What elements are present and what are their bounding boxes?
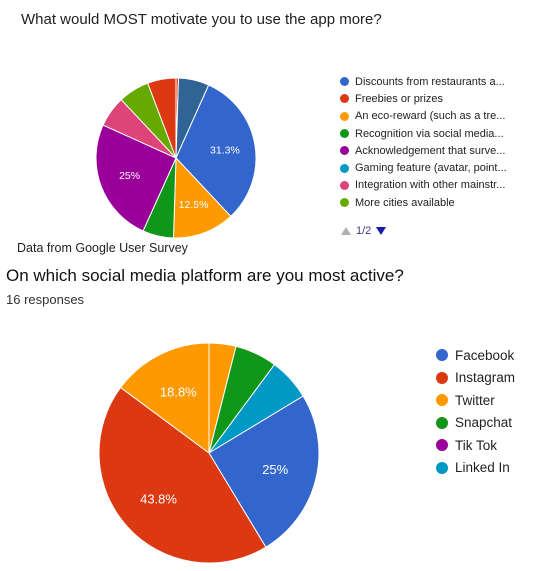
chart1-legend-item[interactable]: Acknowledgement that surve... [340,142,507,159]
chart1-caption: Data from Google User Survey [17,241,188,255]
legend-label: Facebook [455,347,515,363]
chart1-slice[interactable] [95,124,177,232]
legend-swatch-icon [340,77,349,87]
chart1-legend-item[interactable]: Integration with other mainstr... [340,177,507,194]
chart1-pie: 31.3% 12.5% 25% [95,77,257,239]
chart2-data-label: 43.8% [140,491,177,506]
legend-swatch-icon [340,146,349,156]
page-down-icon[interactable] [376,227,387,235]
chart2-pie: 25% 43.8% 18.8% [98,342,320,564]
legend-swatch-icon [340,163,349,173]
chart1-legend-item[interactable]: Recognition via social media... [340,125,507,142]
legend-swatch-icon [436,439,448,452]
legend-pager: 1/2 [341,225,387,237]
legend-swatch-icon [340,94,349,104]
legend-label: Snapchat [455,415,513,431]
chart1-legend: Discounts from restaurants a... Freebies… [340,73,507,211]
legend-label: Acknowledgement that surve... [355,144,506,157]
legend-swatch-icon [436,461,448,474]
page-up-icon[interactable] [341,227,351,235]
chart2-data-label: 18.8% [160,385,197,400]
chart2-subtitle: 16 responses [6,292,85,307]
legend-label: Gaming feature (avatar, point... [355,162,507,175]
legend-label: Integration with other mainstr... [355,179,506,192]
chart2-slice[interactable] [208,395,320,548]
chart1-data-label: 31.3% [210,144,240,156]
legend-label: More cities available [355,196,455,209]
legend-swatch-icon [436,349,448,362]
chart1-legend-item[interactable]: More cities available [340,194,507,211]
chart1-slice[interactable] [172,156,232,239]
legend-swatch-icon [340,111,349,121]
chart1-title: What would MOST motivate you to use the … [21,11,382,28]
legend-label: Instagram [455,370,516,386]
chart1-data-label: 12.5% [179,199,209,211]
legend-swatch-icon [436,371,448,384]
chart1-legend-item[interactable]: An eco-reward (such as a tre... [340,108,507,125]
chart2-legend-item[interactable]: Snapchat [436,412,515,435]
legend-label: Freebies or prizes [355,92,444,105]
legend-swatch-icon [436,394,448,407]
chart2-slice[interactable] [119,342,210,454]
legend-label: Tik Tok [455,437,498,453]
pager-text: 1/2 [356,225,372,237]
chart2-legend-item[interactable]: Facebook [436,344,515,367]
chart2-title: On which social media platform are you m… [6,266,404,285]
chart2-legend-item[interactable]: Twitter [436,389,515,412]
legend-label: An eco-reward (such as a tre... [355,110,506,123]
chart2-slice[interactable] [98,386,267,564]
chart1-slice[interactable] [147,77,177,159]
chart1-legend-item[interactable]: Discounts from restaurants a... [340,73,507,90]
chart2-legend-item[interactable]: Linked In [436,457,515,480]
chart2-data-label: 25% [262,462,288,477]
legend-label: Recognition via social media... [355,127,504,140]
legend-swatch-icon [340,180,349,190]
chart2-legend: Facebook Instagram Twitter Snapchat Tik … [436,344,515,479]
legend-label: Twitter [455,392,495,408]
legend-swatch-icon [340,129,349,139]
chart2-legend-item[interactable]: Instagram [436,367,515,390]
chart1-data-label: 25% [119,170,140,182]
legend-swatch-icon [436,416,448,429]
legend-label: Linked In [455,460,510,476]
chart1-slice[interactable] [175,84,257,218]
legend-swatch-icon [340,198,349,208]
legend-label: Discounts from restaurants a... [355,75,505,88]
chart2-legend-item[interactable]: Tik Tok [436,434,515,457]
chart1-legend-item[interactable]: Freebies or prizes [340,90,507,107]
chart1-legend-item[interactable]: Gaming feature (avatar, point... [340,159,507,176]
